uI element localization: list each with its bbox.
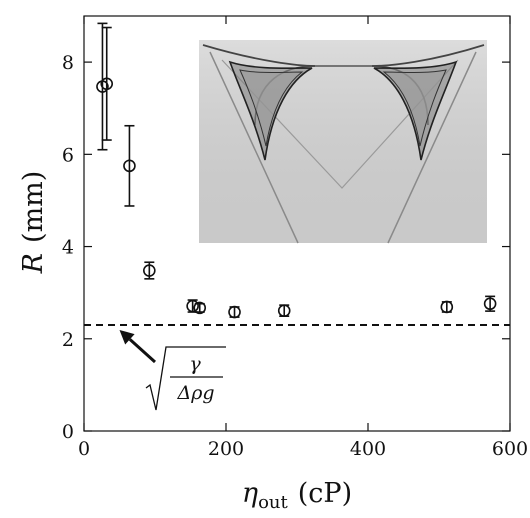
- data-point: [193, 301, 207, 315]
- y-tick-label: 0: [62, 421, 74, 443]
- y-tick-label: 4: [62, 237, 74, 259]
- data-point: [143, 264, 156, 277]
- data-points-layer: [96, 22, 497, 319]
- y-tick-label: 2: [62, 329, 74, 351]
- x-tick-label: 600: [492, 438, 528, 460]
- x-tick-label: 200: [208, 438, 244, 460]
- annotation-arrow-head: [119, 329, 135, 345]
- data-point: [228, 305, 241, 319]
- annotation-arrow-shaft: [128, 338, 157, 364]
- data-point: [483, 297, 497, 311]
- x-axis-label: ηout (cP): [242, 478, 352, 513]
- inset-top-edge: [202, 44, 485, 67]
- data-point: [277, 304, 291, 317]
- x-tick-label: 400: [350, 438, 386, 460]
- x-axis-label-unit: (cP): [298, 478, 352, 509]
- x-tick-label: 0: [78, 438, 90, 460]
- data-point: [186, 299, 199, 313]
- y-axis-label: R (mm): [18, 171, 49, 275]
- data-point: [440, 300, 454, 314]
- plot-frame: [83, 15, 511, 432]
- annotation: γ Δρg: [119, 329, 226, 411]
- formula-denominator: Δρg: [176, 382, 214, 404]
- x-axis-label-main: η: [242, 478, 258, 509]
- axes-layer: 0 200 400 600 0 2 4 6 8: [62, 16, 528, 460]
- formula-numerator: γ: [189, 353, 201, 375]
- y-tick-label: 8: [62, 52, 74, 74]
- inset-left-cusp-inner: [239, 69, 304, 147]
- inset-photo: [199, 40, 487, 244]
- x-axis-label-sub: out: [258, 492, 288, 513]
- inset-right-cusp-inner: [382, 69, 447, 147]
- data-point: [100, 77, 114, 91]
- data-point: [123, 159, 136, 173]
- y-axis-label-main: R: [18, 253, 49, 274]
- formula-radical: [145, 346, 226, 411]
- inset-outer-v: [209, 51, 477, 244]
- y-axis-label-unit: (mm): [18, 171, 49, 243]
- y-tick-label: 6: [62, 144, 74, 166]
